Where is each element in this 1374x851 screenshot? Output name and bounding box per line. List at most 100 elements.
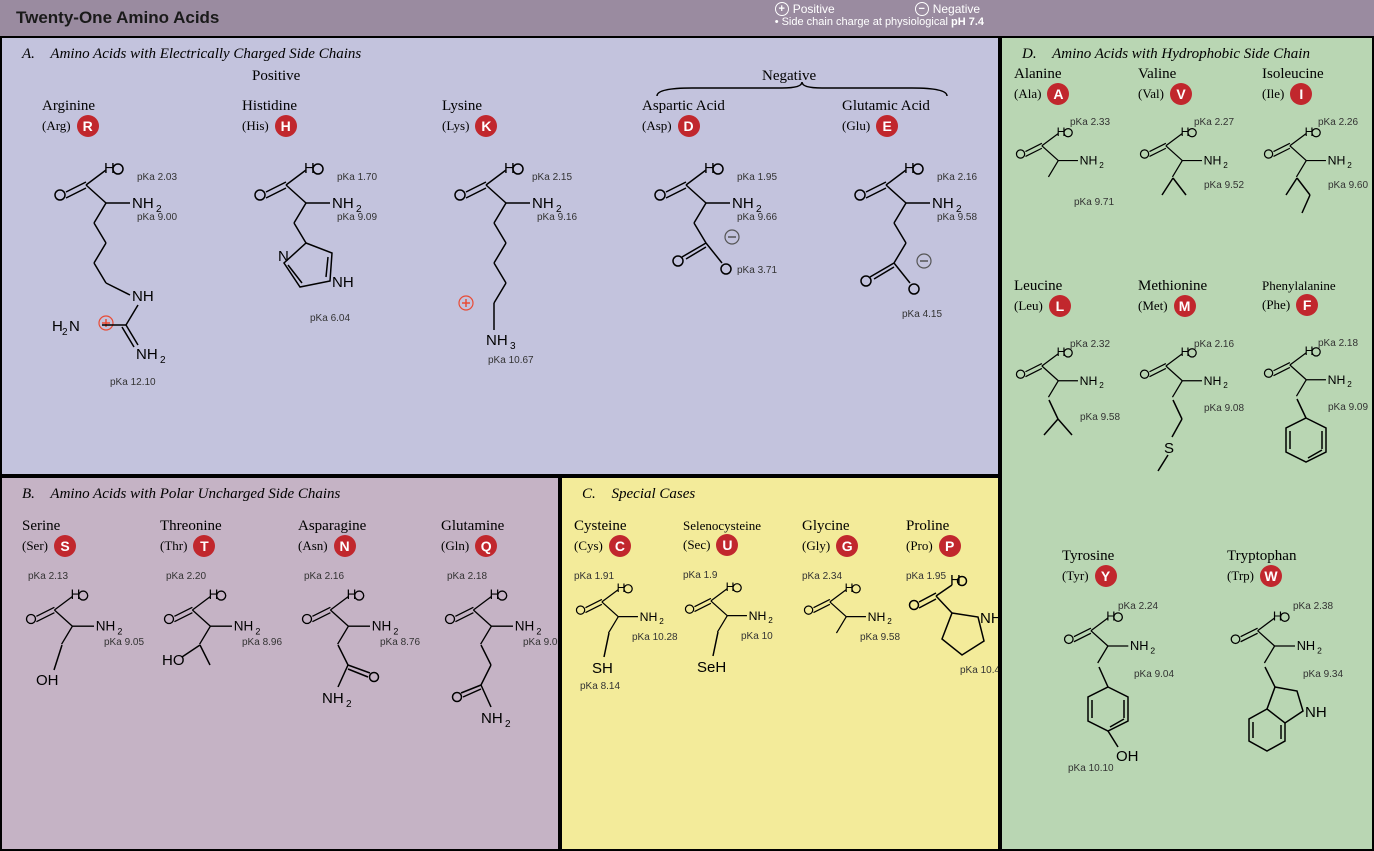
structure-ile: pKa 2.26 pKa 9.60 — [1262, 113, 1374, 283]
aa-code: I — [1290, 83, 1312, 105]
svg-text:pKa 9.58: pKa 9.58 — [1080, 412, 1120, 423]
page-title: Twenty-One Amino Acids — [16, 8, 219, 28]
aa-abbr: (Arg) — [42, 118, 71, 134]
panel-b: B. Amino Acids with Polar Uncharged Side… — [0, 476, 560, 851]
legend-note-bold: pH 7.4 — [951, 16, 984, 28]
svg-text:3: 3 — [510, 341, 516, 352]
svg-text:SeH: SeH — [697, 659, 726, 676]
structure-glu: pKa 2.16 pKa 9.58 pKa 4.15 — [842, 145, 1000, 405]
svg-text:pKa 4.15: pKa 4.15 — [902, 309, 942, 320]
aa-abbr: (Sec) — [683, 537, 710, 553]
aa-cysteine: Cysteine (Cys)C pKa 1.91 pKa 10.28 SH pK… — [574, 518, 679, 785]
svg-text:S: S — [1164, 440, 1174, 457]
aa-leucine: Leucine (Leu)L pKa 2.32 pKa 9.58 — [1014, 278, 1132, 545]
aa-abbr: (Ile) — [1262, 86, 1284, 102]
aa-code: L — [1049, 295, 1071, 317]
panel-c: C. Special Cases Cysteine (Cys)C pKa 1.9… — [560, 476, 1000, 851]
aa-lysine: Lysine (Lys)K pKa 2.15 pKa 9.16 NH3 pKa … — [442, 98, 632, 465]
aa-code: W — [1260, 565, 1282, 587]
svg-text:pKa 1.9: pKa 1.9 — [683, 570, 718, 581]
structure-ala: pKa 2.33 pKa 9.71 — [1014, 113, 1129, 263]
aa-code: T — [193, 535, 215, 557]
aa-name: Histidine — [242, 98, 297, 115]
structure-asp: pKa 1.95 pKa 9.66 pKa 3.71 — [642, 145, 822, 375]
svg-text:pKa 8.96: pKa 8.96 — [242, 637, 282, 648]
structure-trp: pKa 2.38 pKa 9.34 NH — [1227, 595, 1367, 851]
aa-name: Proline — [906, 518, 961, 535]
svg-text:N: N — [69, 318, 80, 335]
structure-cys: pKa 1.91 pKa 10.28 SH pKa 8.14 — [574, 565, 684, 785]
aa-abbr: (Phe) — [1262, 297, 1290, 313]
aa-code: H — [275, 115, 297, 137]
aa-phenylalanine: Phenylalanine (Phe)F pKa 2.18 pKa 9.09 — [1262, 278, 1374, 545]
structure-gln: pKa 2.18 pKa 9.00 NH2 — [441, 565, 560, 835]
aa-abbr: (Gly) — [802, 538, 830, 554]
svg-text:pKa 2.27: pKa 2.27 — [1194, 117, 1234, 128]
aa-asparagine: Asparagine (Asn)N pKa 2.16 pKa 8.76 NH2 — [298, 518, 433, 835]
structure-tyr: pKa 2.24 pKa 9.04 OH pKa 10.10 — [1062, 595, 1192, 851]
svg-text:pKa 8.76: pKa 8.76 — [380, 637, 420, 648]
aa-name: Cysteine — [574, 518, 631, 535]
svg-text:pKa 9.58: pKa 9.58 — [860, 632, 900, 643]
sub-positive: Positive — [252, 68, 300, 85]
aa-abbr: (Pro) — [906, 538, 933, 554]
svg-text:2: 2 — [505, 719, 511, 730]
aa-code: N — [334, 535, 356, 557]
svg-text:pKa 2.33: pKa 2.33 — [1070, 117, 1110, 128]
aa-name: Phenylalanine — [1262, 278, 1336, 294]
legend: + Positive − Negative • Side chain charg… — [775, 0, 984, 36]
legend-positive: + Positive — [775, 2, 835, 16]
aa-code: S — [54, 535, 76, 557]
aa-abbr: (Gln) — [441, 538, 469, 554]
panel-c-letter: C. — [582, 486, 596, 502]
panel-d: D. Amino Acids with Hydrophobic Side Cha… — [1000, 36, 1374, 851]
aa-abbr: (Leu) — [1014, 298, 1043, 314]
panel-b-title: B. Amino Acids with Polar Uncharged Side… — [2, 478, 558, 507]
legend-note: • Side chain charge at physiological pH … — [775, 16, 984, 28]
aa-abbr: (Lys) — [442, 118, 469, 134]
plus-icon: + — [775, 2, 789, 16]
svg-text:pKa 2.16: pKa 2.16 — [937, 172, 977, 183]
aa-code: D — [678, 115, 700, 137]
svg-text:OH: OH — [36, 672, 59, 689]
svg-text:N: N — [278, 248, 289, 265]
svg-text:pKa 2.16: pKa 2.16 — [304, 571, 344, 582]
panel-d-title: D. Amino Acids with Hydrophobic Side Cha… — [1002, 38, 1372, 67]
svg-text:pKa 10: pKa 10 — [741, 631, 773, 642]
svg-text:NH: NH — [136, 346, 158, 363]
aa-tyrosine: Tyrosine (Tyr)Y pKa 2.24 pKa 9.04 OH pKa… — [1062, 548, 1197, 851]
aa-code: K — [475, 115, 497, 137]
aa-abbr: (Val) — [1138, 86, 1164, 102]
structure-lys: pKa 2.15 pKa 9.16 NH3 pKa 10.67 — [442, 145, 622, 445]
structure-sec: pKa 1.9 pKa 10 SeH — [683, 564, 793, 764]
aa-name: Tryptophan — [1227, 548, 1296, 565]
structure-gly: pKa 2.34 pKa 9.58 — [802, 565, 902, 725]
svg-text:pKa 1.91: pKa 1.91 — [574, 571, 614, 582]
svg-text:pKa 1.70: pKa 1.70 — [337, 172, 377, 183]
aa-name: Asparagine — [298, 518, 366, 535]
aa-name: Leucine — [1014, 278, 1071, 295]
aa-abbr: (Ser) — [22, 538, 48, 554]
structure-thr: pKa 2.20 pKa 8.96 HO — [160, 565, 290, 785]
svg-text:pKa 8.14: pKa 8.14 — [580, 681, 620, 692]
svg-text:H: H — [950, 572, 961, 589]
panel-b-letter: B. — [22, 486, 35, 502]
aa-tryptophan: Tryptophan (Trp)W pKa 2.38 pKa 9.34 NH — [1227, 548, 1362, 851]
svg-text:2: 2 — [346, 699, 352, 710]
aa-serine: Serine (Ser)S pKa 2.13 pKa 9.05 OH — [22, 518, 152, 835]
structure-arg: pKa 2.03 pKa 9.00 NH H2N NH2 pKa 12.10 — [42, 145, 222, 465]
svg-text:pKa 2.26: pKa 2.26 — [1318, 117, 1358, 128]
svg-text:SH: SH — [592, 660, 613, 677]
svg-text:pKa 3.71: pKa 3.71 — [737, 265, 777, 276]
structure-met: pKa 2.16 pKa 9.08 S — [1138, 325, 1253, 545]
svg-text:pKa 2.24: pKa 2.24 — [1118, 601, 1158, 612]
aa-abbr: (Cys) — [574, 538, 603, 554]
aa-code: A — [1047, 83, 1069, 105]
aa-code: G — [836, 535, 858, 557]
svg-text:pKa 2.38: pKa 2.38 — [1293, 601, 1333, 612]
aa-histidine: Histidine (His)H pKa 1.70 pKa 9.09 N NH … — [242, 98, 432, 465]
aa-name: Glutamic Acid — [842, 98, 930, 115]
svg-text:NH: NH — [481, 710, 503, 727]
aa-name: Aspartic Acid — [642, 98, 725, 115]
structure-phe: pKa 2.18 pKa 9.09 — [1262, 324, 1374, 544]
